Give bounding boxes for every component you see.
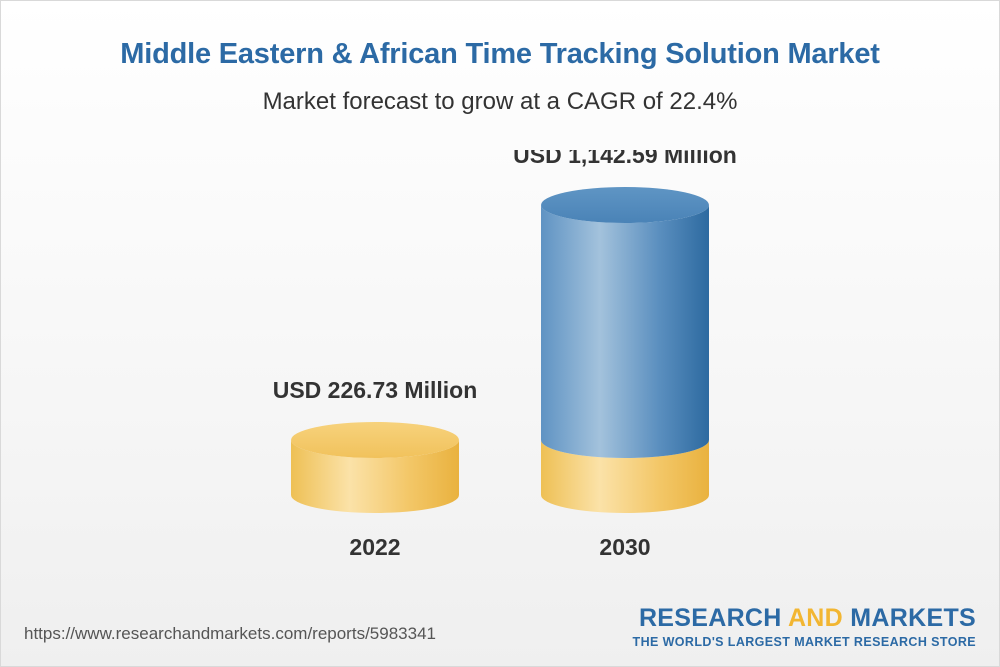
category-label: 2022 [349,534,400,560]
bar-top-cap [541,187,709,223]
bar-blue-segment [541,205,709,458]
bar-gold-segment [291,440,459,513]
brand-name-part3: MARKETS [843,604,976,632]
category-label: 2030 [599,534,650,560]
brand-tagline: THE WORLD'S LARGEST MARKET RESEARCH STOR… [632,635,976,649]
bar-2022 [291,422,459,513]
bar-value-label: USD 1,142.59 Million [513,150,737,168]
bar-value-label: USD 226.73 Million [273,377,478,403]
brand-name: RESEARCH AND MARKETS [633,604,976,633]
chart-title: Middle Eastern & African Time Tracking S… [120,38,880,70]
brand-logo: RESEARCH AND MARKETS THE WORLD'S LARGEST… [633,604,976,649]
cylinder-chart: USD 226.73 Million 2022 USD 1,142.59 Milli… [273,150,737,560]
chart-subtitle: Market forecast to grow at a CAGR of 22.… [262,88,738,115]
brand-name-part1: RESEARCH [638,604,788,632]
bar-gold-segment [541,440,709,513]
source-url[interactable]: https://www.researchandmarkets.com/repor… [24,624,436,643]
bar-top-cap [291,422,459,458]
brand-name-accent: AND [787,604,844,632]
bar-2030 [541,187,709,513]
